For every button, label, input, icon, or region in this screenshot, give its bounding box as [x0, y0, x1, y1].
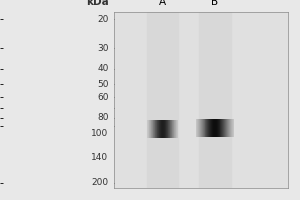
Text: B: B: [212, 0, 218, 7]
Text: 200: 200: [91, 178, 109, 187]
Bar: [199, 12, 231, 188]
Text: 80: 80: [97, 113, 109, 122]
Text: 20: 20: [97, 15, 109, 24]
Bar: [147, 12, 178, 188]
Text: 40: 40: [97, 64, 109, 73]
Text: 60: 60: [97, 93, 109, 102]
Text: kDa: kDa: [86, 0, 109, 7]
Text: 100: 100: [91, 129, 109, 138]
Text: 140: 140: [91, 153, 109, 162]
Text: 30: 30: [97, 44, 109, 53]
Text: A: A: [159, 0, 166, 7]
Text: 50: 50: [97, 80, 109, 89]
